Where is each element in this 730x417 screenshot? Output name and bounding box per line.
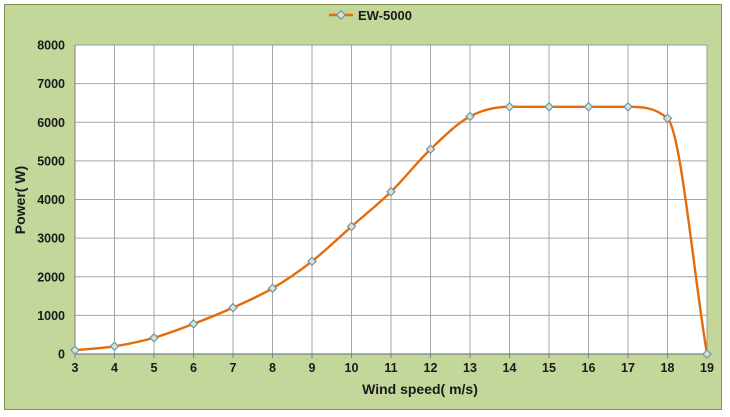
x-tick-label: 19 (700, 361, 714, 375)
data-point-marker (149, 332, 159, 343)
data-point-marker (544, 101, 554, 112)
x-tick-label: 14 (503, 361, 517, 375)
data-point-marker (346, 221, 357, 232)
data-point-marker (583, 101, 594, 112)
x-tick-label: 17 (621, 361, 635, 375)
y-tick-label: 0 (58, 348, 65, 362)
y-axis-title: Power( W) (12, 165, 28, 235)
data-point-marker (662, 113, 673, 124)
data-point-marker (109, 341, 120, 352)
data-point-marker (70, 345, 80, 355)
x-tick-label: 13 (463, 361, 477, 375)
x-tick-label: 5 (151, 361, 158, 375)
y-tick-label: 1000 (37, 309, 65, 323)
x-tick-label: 18 (661, 361, 675, 375)
x-tick-label: 10 (345, 361, 359, 375)
x-tick-label: 9 (309, 361, 316, 375)
data-point-marker (465, 111, 475, 122)
data-point-marker (188, 319, 199, 329)
data-point-marker (307, 256, 317, 267)
y-tick-label: 7000 (37, 77, 65, 91)
data-point-marker (386, 186, 396, 197)
x-tick-label: 12 (424, 361, 438, 375)
legend[interactable]: EW-5000 (329, 6, 412, 24)
data-point-marker (504, 101, 515, 112)
y-tick-label: 2000 (37, 270, 65, 284)
legend-label: EW-5000 (358, 7, 412, 23)
data-point-marker (228, 302, 238, 313)
x-tick-label: 16 (582, 361, 596, 375)
y-tick-label: 4000 (37, 193, 65, 207)
x-tick-label: 8 (269, 361, 276, 375)
y-tick-label: 6000 (37, 116, 65, 130)
data-point-marker (425, 144, 436, 155)
legend-series-marker-icon (329, 9, 353, 21)
x-tick-label: 15 (542, 361, 556, 375)
y-tick-label: 3000 (37, 232, 65, 246)
x-tick-label: 3 (72, 361, 79, 375)
data-point-marker (623, 101, 633, 112)
x-tick-label: 11 (384, 361, 397, 375)
x-tick-label: 6 (190, 361, 197, 375)
data-point-marker (702, 349, 712, 359)
y-tick-label: 8000 (37, 39, 65, 53)
data-point-marker (267, 283, 278, 294)
x-tick-label: 4 (111, 361, 118, 375)
y-tick-label: 5000 (37, 154, 65, 168)
x-tick-label: 7 (230, 361, 237, 375)
x-axis-title: Wind speed( m/s) (362, 381, 478, 397)
